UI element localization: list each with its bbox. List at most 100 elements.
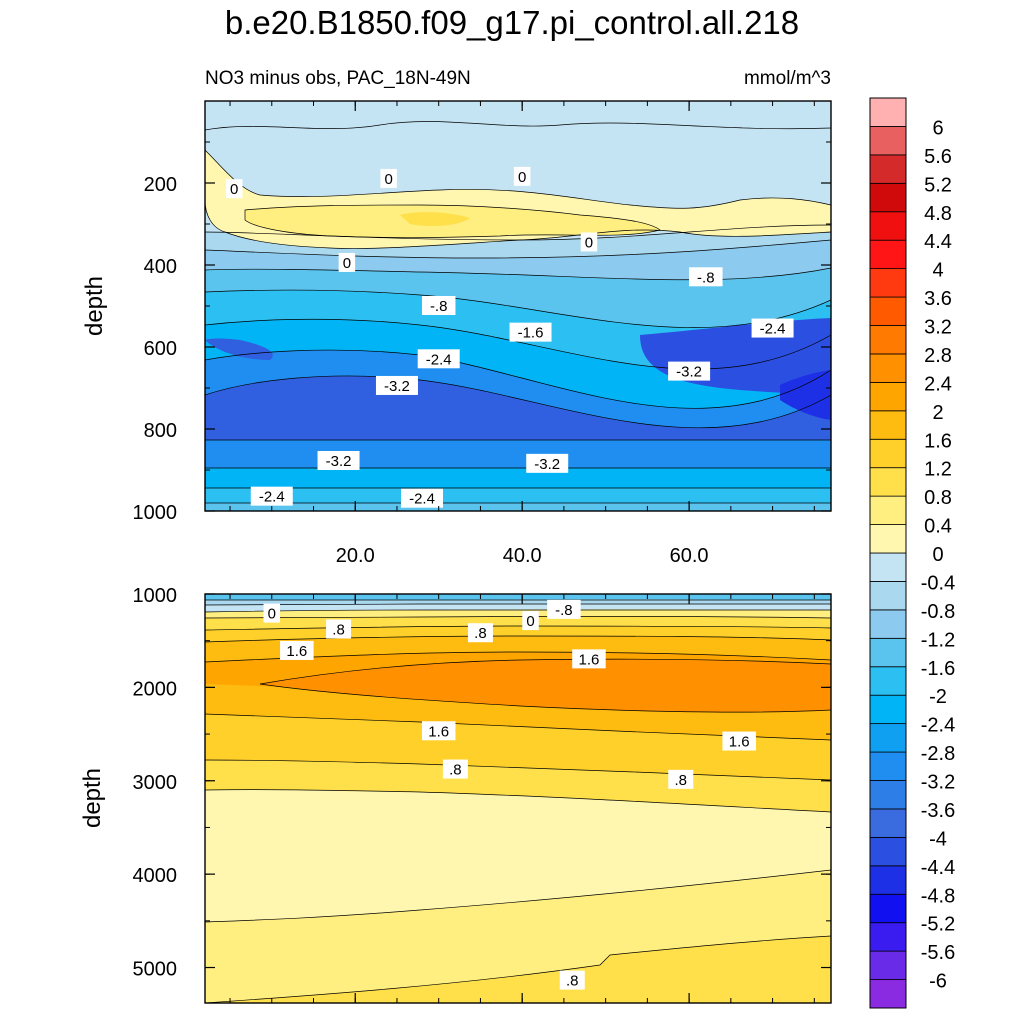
colorbar-label: -4.8: [921, 885, 955, 907]
y-tick-label: 800: [144, 420, 177, 442]
colorbar-label: 0.8: [924, 487, 952, 509]
contour-label: 0: [338, 252, 356, 272]
contour-label-text: 1.6: [579, 651, 600, 668]
colorbar-swatch: [869, 410, 907, 440]
y-tick-label: 5000: [133, 959, 178, 981]
contour-label: -2.4: [250, 486, 293, 506]
colorbar-label: 5.2: [924, 174, 952, 196]
contour-label-text: .8: [474, 625, 487, 642]
lower-contour-lines: [205, 598, 831, 1003]
y-tick-label: 2000: [133, 678, 178, 700]
colorbar-swatch: [869, 922, 907, 952]
colorbar-label: 0: [932, 544, 943, 566]
colorbar-swatch: [869, 296, 907, 326]
colorbar-swatch: [869, 723, 907, 753]
colorbar-label: 3.2: [924, 317, 952, 339]
contour-label: 0: [380, 168, 397, 188]
contour-label-text: -.8: [697, 269, 715, 286]
contour-label: -3.2: [526, 453, 569, 473]
colorbar-swatch: [869, 97, 907, 127]
colorbar-label: -5.2: [921, 914, 955, 936]
contour-label: 0: [522, 611, 539, 631]
contour-label-box: [401, 488, 444, 508]
contour-label-text: -3.2: [676, 364, 702, 381]
contour-label-text: .8: [566, 973, 579, 990]
colorbar-swatch: [869, 581, 907, 611]
colorbar-swatch: [869, 609, 907, 639]
contour-label-box: [375, 375, 418, 395]
contour-label: .8: [559, 970, 585, 990]
colorbar-label: -0.8: [921, 601, 955, 623]
colorbar-label: 4.8: [924, 203, 952, 225]
contour-label: 0: [263, 603, 281, 623]
contour-label: .8: [467, 623, 493, 643]
contour-label-box: [442, 759, 468, 779]
contour-label-text: 0: [230, 181, 238, 198]
colorbar-label: 6: [932, 117, 943, 139]
lower-contour-labels: 0 -.8 0 .8 .8 1.6 1.6 1.6 1.6 .8 .8 .8: [263, 599, 756, 990]
contour-label-text: -.8: [430, 298, 448, 315]
contour-label: 1.6: [421, 721, 456, 741]
contour-label-box: [547, 599, 581, 619]
colorbar-swatch: [869, 239, 907, 270]
colorbar-label: 5.6: [924, 146, 952, 168]
subtitle-left: NO3 minus obs, PAC_18N-49N: [205, 68, 471, 89]
colorbar-label: -0.4: [921, 572, 955, 594]
colorbar-label: 1.6: [924, 430, 952, 452]
upper-contour-lines: [205, 121, 831, 504]
contour-label-box: [526, 453, 569, 473]
contour-label: -.8: [689, 267, 723, 287]
x-tick-label: 40.0: [503, 545, 542, 567]
colorbar: -6 -5.6 -5.2 -4.8 -4.4 -4 -3.6 -3.2 -2.8 -2.4 -2 -1…: [869, 97, 955, 1009]
contour-label-box: [467, 623, 493, 643]
upper-panel: 00 000-.8-.8-1.6 -2.4-2.4-3.2-3.2-3.2 -3.2-…: [81, 100, 832, 524]
colorbar-swatch: [869, 751, 907, 781]
colorbar-swatch: [869, 780, 907, 810]
contour-label: .8: [668, 769, 694, 789]
colorbar-swatch: [869, 381, 907, 412]
contour-label-text: .8: [332, 621, 345, 638]
contour-label-text: 0: [343, 255, 351, 272]
upper-y-axis-label: depth: [81, 276, 108, 336]
colorbar-swatch: [869, 979, 907, 1009]
contour-label: 0: [513, 166, 531, 186]
contour-label-box: [380, 168, 397, 188]
contour-label: 1.6: [572, 649, 606, 669]
contour-label: 0: [225, 179, 243, 199]
colorbar-label: -4: [929, 828, 947, 850]
contour-label-text: .8: [675, 772, 688, 789]
y-tick-label: 3000: [133, 772, 178, 794]
lower-y-axis-label: depth: [79, 768, 106, 828]
colorbar-label: -2.4: [921, 715, 955, 737]
contour-label-text: -1.6: [518, 325, 544, 342]
contour-label: -1.6: [509, 322, 552, 342]
contour-label-box: [417, 349, 460, 369]
x-tick-labels: 20.0 40.0 60.0: [336, 545, 709, 567]
y-tick-label: 200: [144, 174, 177, 196]
contour-label-text: -2.4: [409, 491, 435, 508]
colorbar-swatch: [869, 211, 907, 241]
colorbar-label: -6: [929, 971, 947, 993]
page-title: b.e20.B1850.f09_g17.pi_control.all.218: [224, 4, 800, 41]
contour-label-box: [421, 721, 456, 741]
subtitle-right: mmol/m^3: [744, 68, 831, 89]
contour-label-box: [250, 486, 293, 506]
colorbar-label: -3.2: [921, 772, 955, 794]
y-tick-label: 1000: [133, 502, 178, 524]
contour-label-box: [668, 361, 711, 381]
contour-label: -3.2: [317, 450, 360, 470]
colorbar-label: 4.4: [924, 231, 952, 253]
contour-label-box: [225, 179, 243, 199]
lower-panel: 0 -.8 0 .8 .8 1.6 1.6 1.6 1.6 .8 .8 .8 1000 2000 3000…: [79, 585, 832, 1004]
contour-label: -.8: [421, 296, 456, 315]
contour-label-text: 0: [384, 171, 392, 188]
colorbar-label: -2: [929, 686, 947, 708]
contour-label-box: [572, 649, 606, 669]
contour-label-text: 0: [268, 606, 276, 623]
contour-label-text: 0: [518, 169, 526, 186]
contour-label-box: [668, 769, 694, 789]
colorbar-swatch: [869, 950, 907, 980]
contour-label-text: -2.4: [259, 489, 285, 506]
contour-label: 1.6: [280, 640, 314, 660]
contour-label-box: [263, 603, 281, 623]
